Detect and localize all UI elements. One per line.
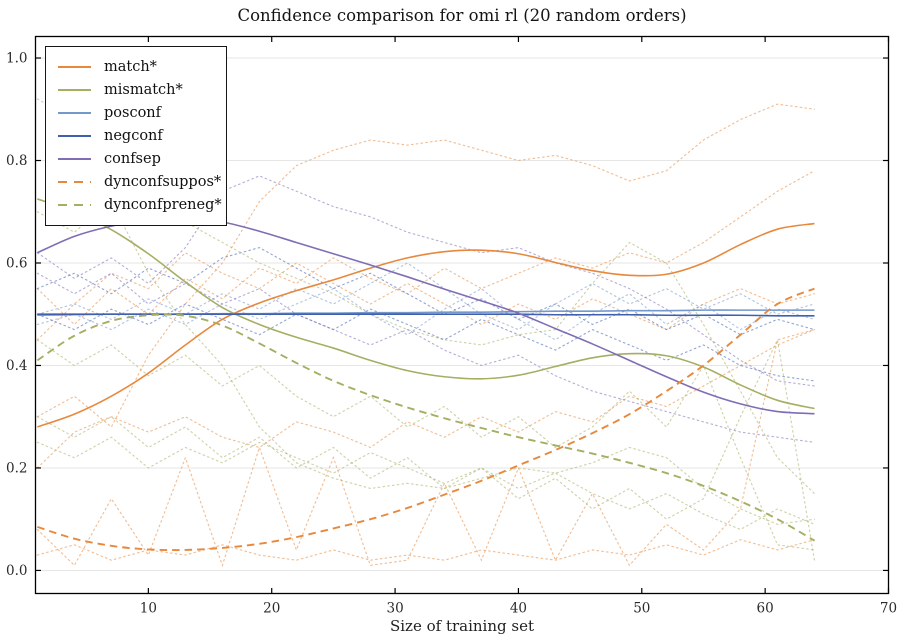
x-tick-label: 50 <box>633 601 650 617</box>
dashed-line-sample <box>58 204 91 206</box>
y-tick-label: 0.6 <box>6 255 27 271</box>
series-line-dynconfsuppos <box>37 287 815 552</box>
chart-title: Confidence comparison for omi rl (20 ran… <box>237 6 686 25</box>
axes-layer: 10 20 30 40 50 60 70 0.0 0.2 0.4 0.6 0.8 1.0 <box>6 35 897 617</box>
legend-item-dynconfpreneg: dynconfpreneg* <box>58 195 222 215</box>
run-line-match <box>36 170 816 326</box>
solid-line-sample <box>58 158 91 160</box>
legend-item-dynconfsuppos: dynconfsuppos* <box>58 172 221 192</box>
x-tick-label: 30 <box>386 601 403 617</box>
run-line-confsep <box>36 272 816 443</box>
series-line-match <box>37 222 815 428</box>
legend-label: match* <box>104 59 157 75</box>
x-tick-label: 70 <box>880 601 897 617</box>
solid-line-sample <box>58 89 91 91</box>
y-tick-label: 0.8 <box>6 153 27 169</box>
x-tick-label: 20 <box>263 601 280 617</box>
legend-label: mismatch* <box>104 82 183 98</box>
run-line-confsep <box>36 175 816 387</box>
run-line-match <box>36 329 816 469</box>
run-line-match <box>36 539 816 561</box>
run-line-match <box>36 252 816 341</box>
y-tick-label: 0.0 <box>6 563 27 579</box>
run-line-mismatch <box>36 436 816 531</box>
legend-item-posconf: posconf <box>58 103 214 123</box>
legend-label: posconf <box>104 105 162 121</box>
legend-item-mismatch: mismatch* <box>58 80 214 100</box>
run-line-posconf <box>36 287 816 341</box>
legend-label: dynconfpreneg* <box>104 197 222 213</box>
run-line-mismatch <box>36 200 816 525</box>
plot-border <box>34 35 890 595</box>
legend-item-confsep: confsep <box>58 149 214 169</box>
y-tick-label: 1.0 <box>6 51 27 67</box>
legend-label: confsep <box>104 151 161 167</box>
legend-item-negconf: negconf <box>58 126 214 146</box>
series-line-dynconfpreneg <box>36 313 815 542</box>
x-tick-label: 10 <box>140 601 157 617</box>
legend-label: negconf <box>104 128 163 144</box>
solid-line-sample <box>58 135 91 137</box>
x-tick-label: 40 <box>510 601 527 617</box>
solid-line-sample <box>58 112 91 114</box>
dashed-line-sample <box>58 181 91 183</box>
legend: match* mismatch* posconf negconf confsep dync… <box>45 46 227 226</box>
run-line-match <box>36 103 816 428</box>
run-line-mismatch <box>36 339 816 551</box>
series-line-mismatch <box>37 198 815 410</box>
run-line-posconf <box>36 262 816 331</box>
solid-line-sample <box>58 66 91 68</box>
y-tick-label: 0.2 <box>6 460 27 476</box>
x-axis-label: Size of training set <box>390 617 534 635</box>
x-tick-label: 60 <box>757 601 774 617</box>
legend-label: dynconfsuppos* <box>104 174 222 190</box>
y-tick-label: 0.4 <box>6 358 27 374</box>
run-line-mismatch <box>36 337 816 561</box>
legend-item-match: match* <box>58 57 214 77</box>
